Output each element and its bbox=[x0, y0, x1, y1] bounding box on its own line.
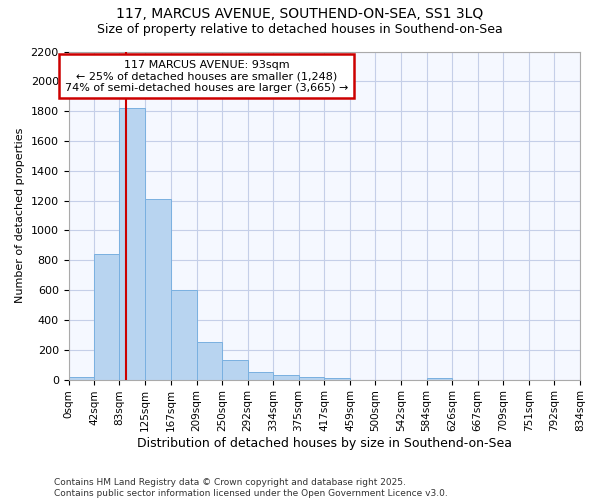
Y-axis label: Number of detached properties: Number of detached properties bbox=[15, 128, 25, 303]
Bar bbox=[145, 199, 171, 380]
Bar bbox=[222, 360, 248, 380]
Bar bbox=[248, 372, 274, 380]
Bar bbox=[427, 378, 452, 380]
Bar bbox=[197, 342, 222, 380]
Text: 117 MARCUS AVENUE: 93sqm
← 25% of detached houses are smaller (1,248)
74% of sem: 117 MARCUS AVENUE: 93sqm ← 25% of detach… bbox=[65, 60, 349, 93]
Bar bbox=[171, 290, 197, 380]
Bar bbox=[94, 254, 119, 380]
Bar bbox=[274, 375, 299, 380]
Bar bbox=[324, 378, 350, 380]
Bar bbox=[299, 376, 324, 380]
Text: 117, MARCUS AVENUE, SOUTHEND-ON-SEA, SS1 3LQ: 117, MARCUS AVENUE, SOUTHEND-ON-SEA, SS1… bbox=[116, 8, 484, 22]
Text: Size of property relative to detached houses in Southend-on-Sea: Size of property relative to detached ho… bbox=[97, 22, 503, 36]
Text: Contains HM Land Registry data © Crown copyright and database right 2025.
Contai: Contains HM Land Registry data © Crown c… bbox=[54, 478, 448, 498]
Bar bbox=[68, 376, 94, 380]
Bar bbox=[119, 108, 145, 380]
X-axis label: Distribution of detached houses by size in Southend-on-Sea: Distribution of detached houses by size … bbox=[137, 437, 512, 450]
